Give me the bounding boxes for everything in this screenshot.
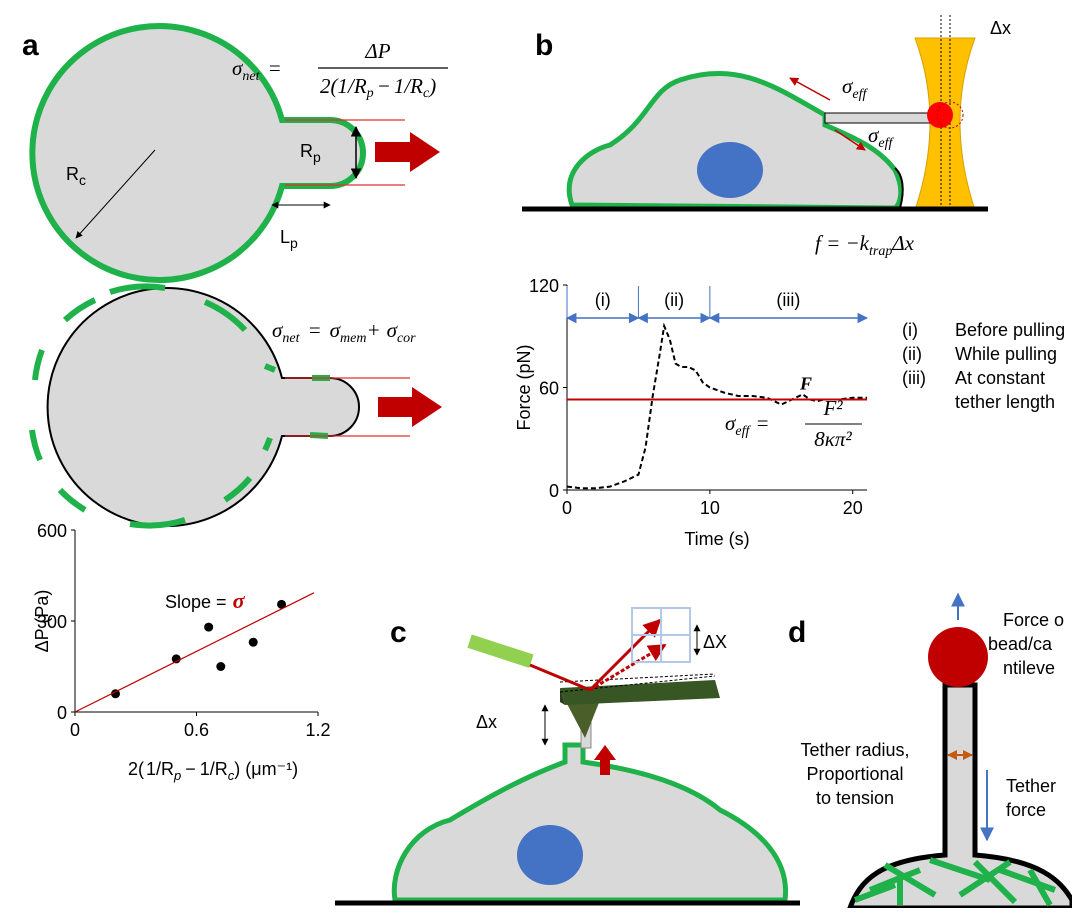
y-tick-label: 0: [549, 481, 559, 501]
y-tick-label: 0: [57, 703, 67, 723]
tension-label: σeff: [842, 74, 868, 102]
label-part: 1/R: [200, 759, 228, 779]
legend-text: At constant: [955, 368, 1045, 388]
y-tick-label: 60: [539, 379, 559, 399]
equation: σeff= F² 8κπ²: [725, 396, 862, 451]
length-label: Lp: [280, 227, 298, 251]
text: f = −k: [815, 231, 870, 255]
tension-label: σeff: [868, 123, 894, 151]
x-tick-label: 0: [70, 720, 80, 740]
panel-label: a: [22, 29, 39, 62]
annotations: Force o bead/ca ntileve Tether radius, Propo…: [800, 610, 1064, 820]
subscript: net: [242, 69, 260, 84]
subscript: cor: [397, 331, 416, 346]
annotation: Tether: [1006, 776, 1056, 796]
figure: a b c d Rc Rp Lp σ net = ΔP 2(1/Rp−1/Rc) σ…: [0, 0, 1072, 908]
point: [249, 638, 258, 647]
phase-label: (i): [595, 290, 611, 310]
text: ): [428, 74, 436, 98]
eq-lhs: σeff=: [725, 411, 770, 439]
subscript: eff: [852, 87, 868, 102]
subscript: eff: [878, 136, 894, 151]
x-axis-label: 2(1/Rp−1/Rc) (μm⁻¹): [128, 759, 298, 783]
panel-label: d: [788, 616, 806, 649]
symbol: L: [280, 227, 290, 247]
legend-key: (ii): [902, 344, 922, 364]
cell-trap: [522, 15, 988, 210]
numerator: ΔP: [364, 39, 390, 63]
x-tick-label: 10: [700, 498, 720, 518]
symbol: R: [300, 141, 313, 161]
line: [567, 326, 867, 488]
panel-label: c: [390, 616, 407, 649]
annotation-symbol: σ: [233, 588, 246, 613]
subscript: eff: [735, 424, 751, 439]
equals: =: [267, 56, 281, 80]
label-part: 2(: [128, 759, 144, 779]
equals: =: [755, 411, 769, 435]
annotation: ntileve: [1003, 658, 1055, 678]
annotation: to tension: [816, 788, 894, 808]
subscript: mem: [340, 331, 366, 346]
deflection-label: ΔX: [703, 632, 727, 652]
text: 1/R: [338, 74, 367, 98]
legend-text: Before pulling: [955, 320, 1065, 340]
equation: f = −ktrapΔx: [815, 231, 915, 259]
point: [216, 662, 225, 671]
text: Δx: [891, 231, 914, 255]
text: 1/R: [394, 74, 423, 98]
subscript: net: [282, 331, 300, 346]
denominator: 8κπ²: [814, 427, 852, 451]
reference-label: F: [799, 373, 812, 393]
y-axis-label: ΔP (Pa): [32, 590, 52, 653]
denominator: 2(1/Rp−1/Rc): [320, 74, 436, 101]
equals: =: [307, 318, 321, 342]
eq-lhs: σnet=: [232, 56, 282, 84]
phase-legend: (i) Before pulling (ii) While pulling (iii) A…: [902, 320, 1065, 412]
annotation: bead/ca: [988, 634, 1053, 654]
subscript: p: [313, 149, 321, 165]
subscript: c: [79, 172, 86, 188]
y-axis-label: Force (pN): [514, 344, 534, 430]
x-tick-label: 0.6: [184, 720, 209, 740]
annotation: Proportional: [806, 764, 903, 784]
afm: [335, 608, 800, 903]
label-part: ) (μm⁻¹): [234, 759, 298, 779]
label-part: −: [185, 759, 196, 779]
subscript: p: [173, 768, 181, 783]
text: −: [377, 74, 391, 98]
annotation: force: [1006, 800, 1046, 820]
phase-label: (ii): [664, 290, 684, 310]
y-tick-label: 600: [37, 521, 67, 541]
annotation: Tether radius,: [800, 740, 909, 760]
annotation: Slope = σ: [165, 588, 246, 613]
point: [204, 623, 213, 632]
legend-key: (i): [902, 320, 918, 340]
displacement-label: Δx: [990, 18, 1011, 38]
x-tick-label: 1.2: [305, 720, 330, 740]
annotation: Force o: [1003, 610, 1064, 630]
legend-key: (iii): [902, 368, 926, 388]
equation: σnet=σmem+σcor: [272, 318, 416, 346]
legend-text: While pulling: [955, 344, 1057, 364]
plus: +: [366, 318, 380, 342]
x-axis-label: Time (s): [684, 529, 749, 549]
displacement-label: Δx: [476, 712, 497, 732]
panel-label: b: [535, 29, 553, 62]
annotation-text: Slope =: [165, 592, 227, 612]
symbol: R: [66, 164, 79, 184]
x-tick-label: 0: [562, 498, 572, 518]
phase-label: (iii): [776, 290, 800, 310]
subscript: p: [366, 86, 374, 101]
x-tick-label: 20: [843, 498, 863, 518]
legend-text: tether length: [955, 392, 1055, 412]
label-part: 1/R: [146, 759, 174, 779]
subscript: p: [290, 235, 298, 251]
subscript: trap: [869, 244, 892, 259]
y-tick-label: 120: [529, 276, 559, 296]
